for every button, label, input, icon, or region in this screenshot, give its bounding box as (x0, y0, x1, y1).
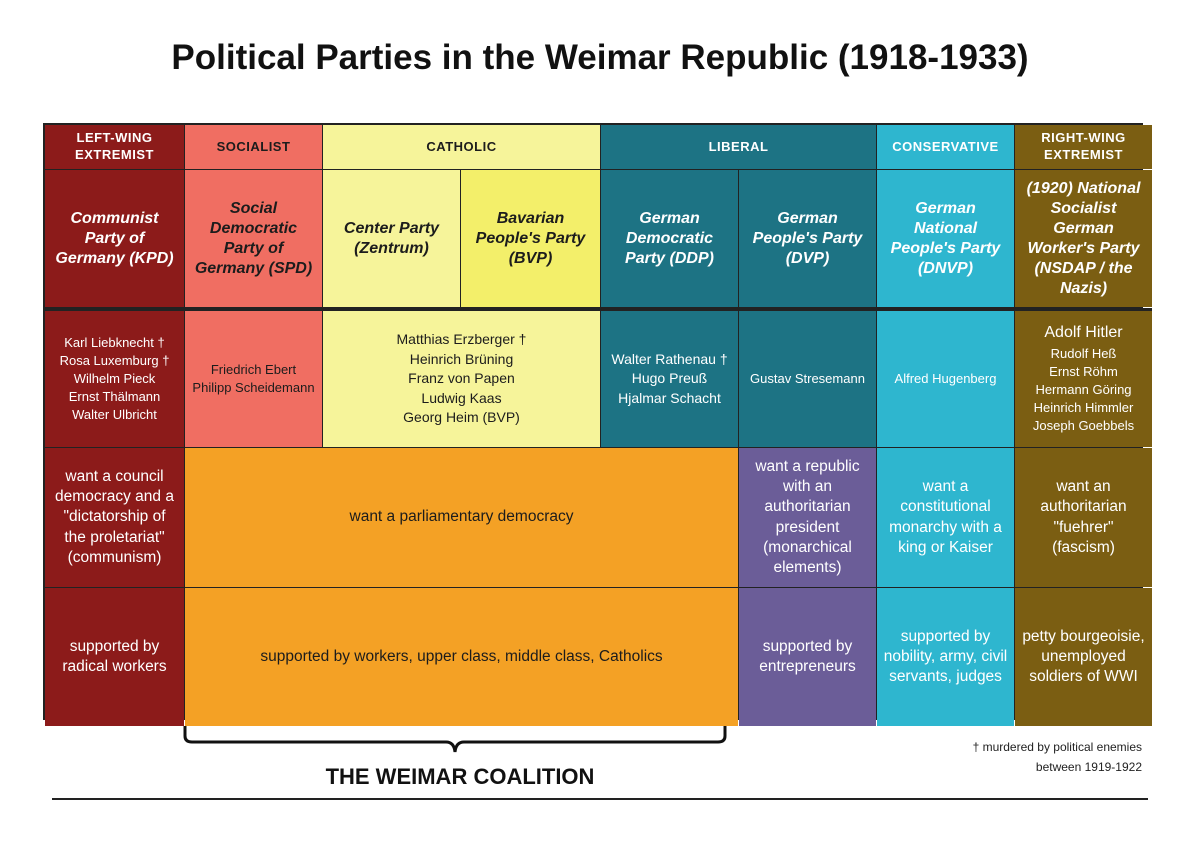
parties-table: Left-wing extremist Socialist Catholic L… (43, 123, 1152, 726)
coalition-label: THE WEIMAR COALITION (325, 764, 595, 789)
header-conservative: Conservative (877, 125, 1014, 169)
party-nsdap: (1920) National Socialist German Worker'… (1015, 170, 1152, 307)
party-ddp: German Democratic Party (DDP) (601, 170, 738, 307)
goal-dvp: want a republic with an authoritarian pr… (739, 448, 876, 587)
people-spd: Friedrich Ebert Philipp Scheidemann (185, 308, 322, 447)
footnote-line-2: between 1919-1922 (1035, 759, 1142, 774)
party-dnvp: German National People's Party (DNVP) (877, 170, 1014, 307)
footnote: † murdered by political enemies between … (900, 738, 1142, 778)
people-nsdap-leader: Adolf Hitler (1044, 324, 1123, 342)
people-kpd: Karl Liebknecht † Rosa Luxemburg † Wilhe… (45, 308, 184, 447)
people-dnvp: Alfred Hugenberg (877, 308, 1014, 447)
header-socialist: Socialist (185, 125, 322, 169)
party-bvp: Bavarian People's Party (BVP) (461, 170, 600, 307)
goal-dnvp: want a constitutional monarchy with a ki… (877, 448, 1014, 587)
support-nsdap: petty bourgeoisie, unemployed soldiers o… (1015, 588, 1152, 726)
support-dnvp: supported by nobility, army, civil serva… (877, 588, 1014, 726)
support-kpd: supported by radical workers (45, 588, 184, 726)
header-catholic: Catholic (323, 125, 600, 169)
support-coalition: supported by workers, upper class, middl… (185, 588, 738, 726)
header-liberal: Liberal (601, 125, 876, 169)
goal-kpd: want a council democracy and a "dictator… (45, 448, 184, 587)
goal-coalition: want a parliamentary democracy (185, 448, 738, 587)
bottom-divider (52, 798, 1148, 800)
people-dvp: Gustav Stresemann (739, 308, 876, 447)
header-left-wing: Left-wing extremist (45, 125, 184, 169)
footnote-line-1: † murdered by political enemies (972, 740, 1142, 754)
people-ddp: Walter Rathenau † Hugo Preuß Hjalmar Sch… (601, 308, 738, 447)
people-nsdap: Adolf Hitler Rudolf Heß Ernst Röhm Herma… (1015, 308, 1152, 447)
coalition-brace-icon (183, 726, 727, 753)
party-zentrum: Center Party (Zentrum) (323, 170, 460, 307)
goal-nsdap: want an authoritarian "fuehrer" (fascism… (1015, 448, 1152, 587)
people-catholic: Matthias Erzberger † Heinrich Brüning Fr… (323, 308, 600, 447)
header-right-wing: Right-wing extremist (1015, 125, 1152, 169)
people-nsdap-list: Rudolf Heß Ernst Röhm Hermann Göring Hei… (1032, 345, 1135, 434)
support-dvp: supported by entrepreneurs (739, 588, 876, 726)
page-title: Political Parties in the Weimar Republic… (171, 38, 1029, 77)
party-dvp: German People's Party (DVP) (739, 170, 876, 307)
party-kpd: Communist Party of Germany (KPD) (45, 170, 184, 307)
party-spd: Social Democratic Party of Germany (SPD) (185, 170, 322, 307)
